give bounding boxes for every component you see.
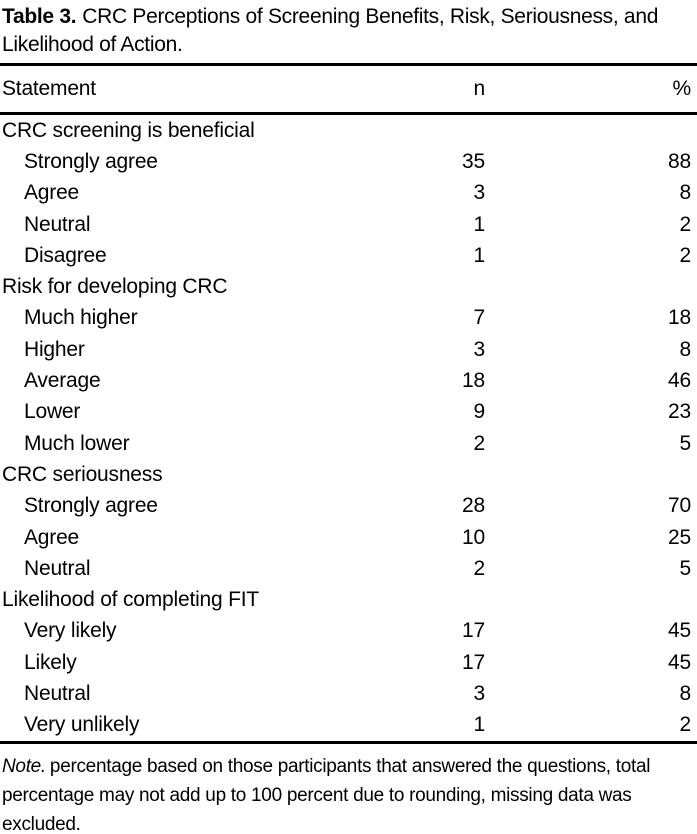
column-percent-header: % <box>672 77 692 100</box>
table-row: Strongly agree 28 70 <box>2 491 691 522</box>
row-n-value: 7 <box>473 306 486 330</box>
row-n-value: 9 <box>473 400 486 424</box>
row-n-value: 17 <box>462 619 485 643</box>
row-statement: Strongly agree <box>24 149 158 173</box>
row-statement: Higher <box>24 337 85 361</box>
table-row: Average 18 46 <box>2 365 691 396</box>
row-statement: Neutral <box>24 212 91 236</box>
table-row: Neutral 3 8 <box>2 678 691 709</box>
row-percent-value: 88 <box>668 149 691 173</box>
row-percent-value: 8 <box>679 181 692 205</box>
column-statement-header: Statement <box>2 77 96 100</box>
row-statement: Disagree <box>24 243 107 267</box>
table-rule-top <box>0 63 697 66</box>
table-row: Very likely 17 45 <box>2 616 691 647</box>
table-title: Table 3. CRC Perceptions of Screening Ben… <box>0 0 697 59</box>
row-statement: Lower <box>24 400 81 424</box>
table-row: Disagree 1 2 <box>2 240 691 271</box>
table-row: Lower 9 23 <box>2 397 691 428</box>
row-percent-value: 2 <box>679 713 692 737</box>
row-percent-value: 8 <box>679 681 692 705</box>
row-n-value: 1 <box>473 212 486 236</box>
row-statement: Very likely <box>24 619 117 643</box>
row-statement: Likelihood of completing FIT <box>2 588 260 612</box>
table-row: Much higher 7 18 <box>2 303 691 334</box>
row-n-value: 1 <box>473 243 486 267</box>
row-percent-value: 5 <box>679 431 692 455</box>
table-note-label: Note. <box>2 756 46 777</box>
row-percent-value: 45 <box>668 619 691 643</box>
table-note: Note. percentage based on those participa… <box>0 744 697 834</box>
table-row: Much lower 2 5 <box>2 428 691 459</box>
row-n-value: 3 <box>473 181 486 205</box>
table-row: Neutral 1 2 <box>2 209 691 240</box>
row-percent-value: 25 <box>668 525 691 549</box>
row-percent-value: 23 <box>668 400 691 424</box>
row-statement: Likely <box>24 650 77 674</box>
table-row: Risk for developing CRC <box>2 271 691 302</box>
row-percent-value: 70 <box>668 494 691 518</box>
row-percent-value: 5 <box>679 556 692 580</box>
row-statement: Agree <box>24 181 80 205</box>
row-statement: CRC seriousness <box>2 462 163 486</box>
table-rule-header <box>0 112 697 115</box>
row-n-value: 3 <box>473 681 486 705</box>
column-header-row: Statement n % <box>0 66 697 112</box>
table-row: Very unlikely 1 2 <box>2 710 691 741</box>
row-n-value: 10 <box>462 525 485 549</box>
table-row: Higher 3 8 <box>2 334 691 365</box>
row-n-value: 2 <box>473 556 486 580</box>
row-statement: Risk for developing CRC <box>2 275 228 299</box>
table-title-text: CRC Perceptions of Screening Benefits, R… <box>2 5 659 56</box>
table-row: Likely 17 45 <box>2 647 691 678</box>
row-n-value: 1 <box>473 713 486 737</box>
table-body: CRC screening is beneficial Strongly agr… <box>0 115 697 741</box>
row-percent-value: 45 <box>668 650 691 674</box>
row-n-value: 2 <box>473 431 486 455</box>
table-title-number: Table 3. <box>2 5 77 28</box>
table-row: CRC seriousness <box>2 459 691 490</box>
row-percent-value: 18 <box>668 306 691 330</box>
row-statement: Average <box>24 369 101 393</box>
table-note-text: percentage based on those participants t… <box>2 756 651 834</box>
row-statement: CRC screening is beneficial <box>2 118 255 142</box>
table-row: Agree 10 25 <box>2 522 691 553</box>
row-statement: Very unlikely <box>24 713 140 737</box>
row-statement: Much higher <box>24 306 138 330</box>
table-row: Neutral 2 5 <box>2 553 691 584</box>
row-statement: Neutral <box>24 556 91 580</box>
column-n-header: n <box>473 77 486 100</box>
row-statement: Much lower <box>24 431 130 455</box>
row-percent-value: 8 <box>679 337 692 361</box>
row-n-value: 35 <box>462 149 485 173</box>
table-row: CRC screening is beneficial <box>2 115 691 146</box>
row-percent-value: 46 <box>668 369 691 393</box>
table-row: Likelihood of completing FIT <box>2 584 691 615</box>
row-n-value: 28 <box>462 494 485 518</box>
table-row: Agree 3 8 <box>2 178 691 209</box>
row-percent-value: 2 <box>679 243 692 267</box>
table-rule-bottom <box>0 741 697 744</box>
row-n-value: 18 <box>462 369 485 393</box>
row-percent-value: 2 <box>679 212 692 236</box>
row-statement: Strongly agree <box>24 494 158 518</box>
row-statement: Neutral <box>24 681 91 705</box>
table-row: Strongly agree 35 88 <box>2 146 691 177</box>
row-statement: Agree <box>24 525 80 549</box>
row-n-value: 17 <box>462 650 485 674</box>
row-n-value: 3 <box>473 337 486 361</box>
